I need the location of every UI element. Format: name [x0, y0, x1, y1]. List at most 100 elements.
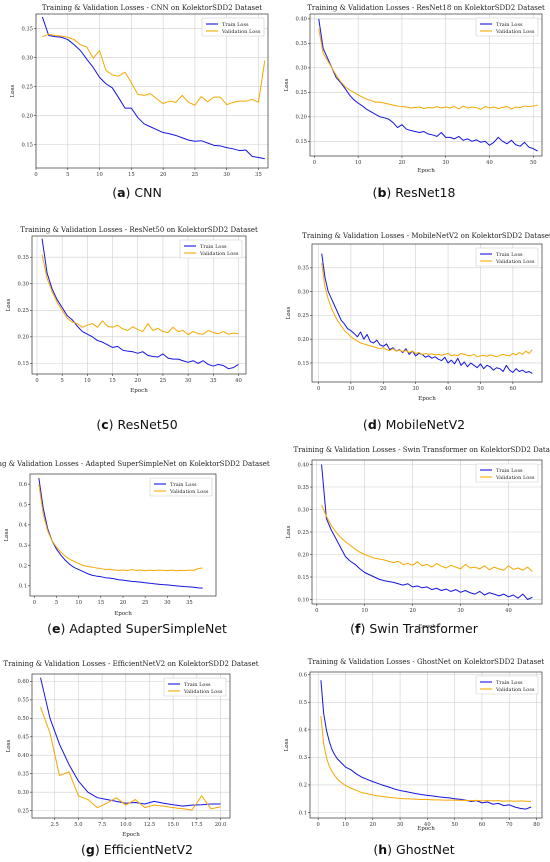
- x-tick-label: 0: [33, 600, 36, 606]
- y-tick-label: 0.15: [297, 575, 309, 581]
- plot-frame: [35, 13, 269, 169]
- x-tick-label: 0: [35, 378, 38, 384]
- x-tick-label: 40: [486, 160, 493, 166]
- caption-resnet50: (c) ResNet50: [96, 417, 178, 432]
- x-tick-label: 5: [55, 600, 58, 606]
- x-tick-label: 25: [160, 378, 167, 384]
- x-tick-label: 10.0: [120, 822, 132, 828]
- y-tick-label: 0.55: [17, 698, 29, 704]
- y-tick-label: 0.25: [21, 84, 33, 90]
- legend-label: Train Loss: [496, 468, 523, 474]
- y-tick-label: 0.2: [19, 563, 27, 569]
- legend-label: Validation Loss: [495, 475, 535, 481]
- chart-title: Training & Validation Losses - ResNet50 …: [20, 226, 258, 234]
- x-tick-label: 0: [317, 822, 320, 828]
- legend-label: Train Loss: [496, 252, 523, 258]
- y-tick-label: 0.3: [19, 543, 27, 549]
- x-tick-label: 15: [128, 172, 135, 178]
- x-tick-label: 17.5: [191, 822, 203, 828]
- chart-title: Training & Validation Losses - Efficient…: [3, 660, 258, 668]
- x-axis-label: Epoch: [418, 624, 436, 630]
- x-tick-label: 10: [96, 172, 103, 178]
- panel-efficientnetv2: Training & Validation Losses - Efficient…: [2, 660, 272, 862]
- caption-efficientnetv2: (g) EfficientNetV2: [81, 842, 193, 857]
- chart-mobilenetv2: Training & Validation Losses - MobileNet…: [286, 232, 550, 402]
- x-tick-label: 10: [348, 386, 355, 392]
- y-tick-label: 0.30: [297, 289, 309, 295]
- y-tick-label: 0.35: [17, 255, 29, 261]
- y-tick-label: 0.25: [297, 313, 309, 319]
- x-tick-label: 30: [164, 600, 171, 606]
- x-tick-label: 50: [451, 822, 458, 828]
- y-tick-label: 0.15: [295, 139, 307, 145]
- legend-label: Train Loss: [184, 682, 211, 688]
- y-tick-label: 0.30: [17, 790, 29, 796]
- y-tick-label: 0.35: [21, 26, 33, 32]
- chart-supersimplenet: Training & Validation Losses - Adapted S…: [0, 460, 270, 617]
- y-tick-label: 0.20: [297, 337, 309, 343]
- y-tick-label: 0.15: [297, 361, 309, 367]
- panel-mobilenetv2: Training & Validation Losses - MobileNet…: [280, 226, 550, 436]
- x-tick-label: 20: [160, 172, 167, 178]
- x-tick-label: 35: [255, 172, 262, 178]
- y-tick-label: 0.30: [21, 55, 33, 61]
- x-tick-label: 0: [315, 608, 318, 614]
- y-tick-label: 0.20: [295, 115, 307, 121]
- chart-resnet50: Training & Validation Losses - ResNet50 …: [6, 226, 258, 394]
- x-tick-label: 30: [457, 608, 464, 614]
- y-tick-label: 0.25: [297, 530, 309, 536]
- series-line-validation: [40, 707, 221, 811]
- panel-supersimplenet: Training & Validation Losses - Adapted S…: [0, 456, 272, 646]
- legend-label: Validation Loss: [495, 259, 535, 265]
- y-axis-label: Loss: [6, 739, 12, 752]
- x-tick-label: 20: [399, 160, 406, 166]
- legend-label: Validation Loss: [183, 689, 223, 695]
- y-tick-label: 0.35: [297, 266, 309, 272]
- caption-resnet18: (b) ResNet18: [372, 185, 456, 200]
- plot-frame: [31, 235, 247, 375]
- y-tick-label: 0.10: [297, 597, 309, 603]
- legend-label: Train Loss: [496, 22, 523, 28]
- chart-title: Training & Validation Losses - Swin Tran…: [294, 446, 550, 454]
- y-tick-label: 0.1: [19, 584, 27, 590]
- x-tick-label: 10: [355, 160, 362, 166]
- x-tick-label: 15: [109, 378, 116, 384]
- panel-swin: Training & Validation Losses - Swin Tran…: [280, 446, 550, 646]
- x-tick-label: 50: [530, 160, 537, 166]
- caption-supersimplenet: (e) Adapted SuperSimpleNet: [47, 621, 227, 636]
- series-line-validation: [320, 716, 532, 802]
- x-tick-label: 50: [477, 386, 484, 392]
- series-line-train: [41, 16, 265, 160]
- x-tick-label: 10: [84, 378, 91, 384]
- x-axis-label: Epoch: [417, 168, 435, 174]
- x-axis-label: Epoch: [122, 832, 140, 838]
- x-tick-label: 20.0: [215, 822, 227, 828]
- y-axis-label: Loss: [284, 78, 290, 91]
- y-tick-label: 0.40: [297, 462, 309, 468]
- x-tick-label: 0: [313, 160, 316, 166]
- y-axis-label: Loss: [286, 525, 292, 538]
- x-tick-label: 25: [192, 172, 199, 178]
- series-line-validation: [321, 504, 533, 572]
- panel-resnet50: Training & Validation Losses - ResNet50 …: [2, 226, 272, 436]
- plot-frame: [309, 13, 543, 157]
- y-tick-label: 0.1: [299, 810, 307, 816]
- caption-swin: (f) Swin Transformer: [350, 621, 478, 636]
- chart-swin: Training & Validation Losses - Swin Tran…: [286, 446, 550, 630]
- x-tick-label: 60: [510, 386, 517, 392]
- chart-cnn: Training & Validation Losses - CNN on Ko…: [10, 4, 269, 178]
- chart-title: Training & Validation Losses - Adapted S…: [0, 460, 270, 468]
- y-tick-label: 0.25: [17, 808, 29, 814]
- y-axis-label: Loss: [6, 298, 12, 311]
- x-tick-label: 40: [445, 386, 452, 392]
- y-tick-label: 0.35: [295, 41, 307, 47]
- x-tick-label: 5: [61, 378, 64, 384]
- x-tick-label: 10: [75, 600, 82, 606]
- caption-mobilenetv2: (d) MobileNetV2: [362, 417, 466, 432]
- series-line-validation: [42, 33, 266, 106]
